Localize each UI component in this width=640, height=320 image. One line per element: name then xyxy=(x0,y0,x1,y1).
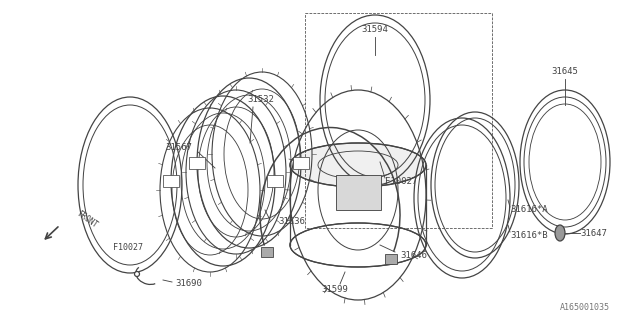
Text: 31645: 31645 xyxy=(552,68,579,76)
Text: 31536: 31536 xyxy=(278,218,305,227)
Text: F10027: F10027 xyxy=(113,244,143,252)
Ellipse shape xyxy=(555,225,565,241)
Bar xyxy=(267,175,283,187)
Text: 31690: 31690 xyxy=(175,279,202,289)
Ellipse shape xyxy=(290,223,426,267)
Text: 31599: 31599 xyxy=(321,285,348,294)
Ellipse shape xyxy=(290,143,426,187)
Text: 31616*B: 31616*B xyxy=(510,230,548,239)
Text: F10027: F10027 xyxy=(385,178,417,187)
Text: 31567: 31567 xyxy=(165,143,192,153)
Bar xyxy=(336,175,381,210)
Bar xyxy=(385,254,397,264)
Bar xyxy=(189,157,205,169)
Bar xyxy=(163,175,179,187)
Ellipse shape xyxy=(134,271,140,276)
Text: FRONT: FRONT xyxy=(75,210,99,230)
Text: 31646: 31646 xyxy=(400,251,427,260)
Text: 31647: 31647 xyxy=(580,228,607,237)
Bar xyxy=(260,247,273,257)
Text: A165001035: A165001035 xyxy=(560,303,610,313)
Bar xyxy=(293,157,309,169)
Text: 31616*A: 31616*A xyxy=(510,205,548,214)
Text: 31594: 31594 xyxy=(362,26,388,35)
Text: 31532: 31532 xyxy=(247,95,274,105)
